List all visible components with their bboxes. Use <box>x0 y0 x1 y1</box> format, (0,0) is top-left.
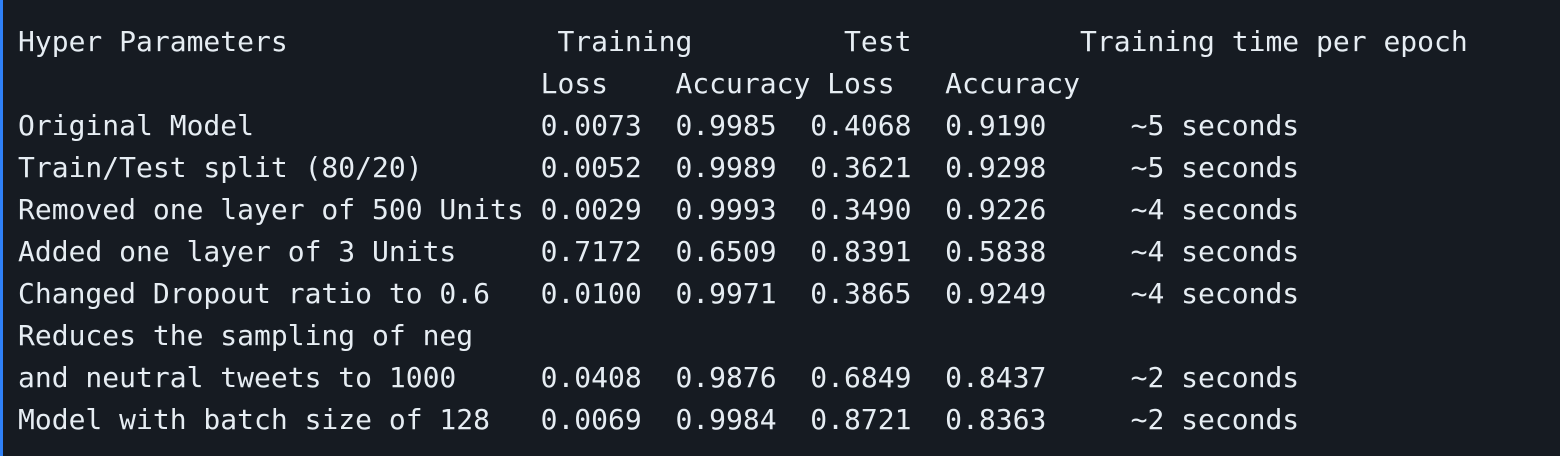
results-table-text: Hyper Parameters Training Test Training … <box>18 0 1468 441</box>
row-changed-dropout: Changed Dropout ratio to 0.6 0.0100 0.99… <box>18 277 1300 310</box>
row-reduced-sampling-line1: Reduces the sampling of neg <box>18 319 474 352</box>
row-train-test-split: Train/Test split (80/20) 0.0052 0.9989 0… <box>18 151 1300 184</box>
subheader-line: Loss Accuracy Loss Accuracy <box>18 67 1081 100</box>
header-line: Hyper Parameters Training Test Training … <box>18 25 1468 58</box>
row-original-model: Original Model 0.0073 0.9985 0.4068 0.91… <box>18 109 1300 142</box>
row-reduced-sampling-line2: and neutral tweets to 1000 0.0408 0.9876… <box>18 361 1300 394</box>
row-removed-layer: Removed one layer of 500 Units 0.0029 0.… <box>18 193 1300 226</box>
row-added-layer: Added one layer of 3 Units 0.7172 0.6509… <box>18 235 1300 268</box>
row-batch-size: Model with batch size of 128 0.0069 0.99… <box>18 403 1300 436</box>
